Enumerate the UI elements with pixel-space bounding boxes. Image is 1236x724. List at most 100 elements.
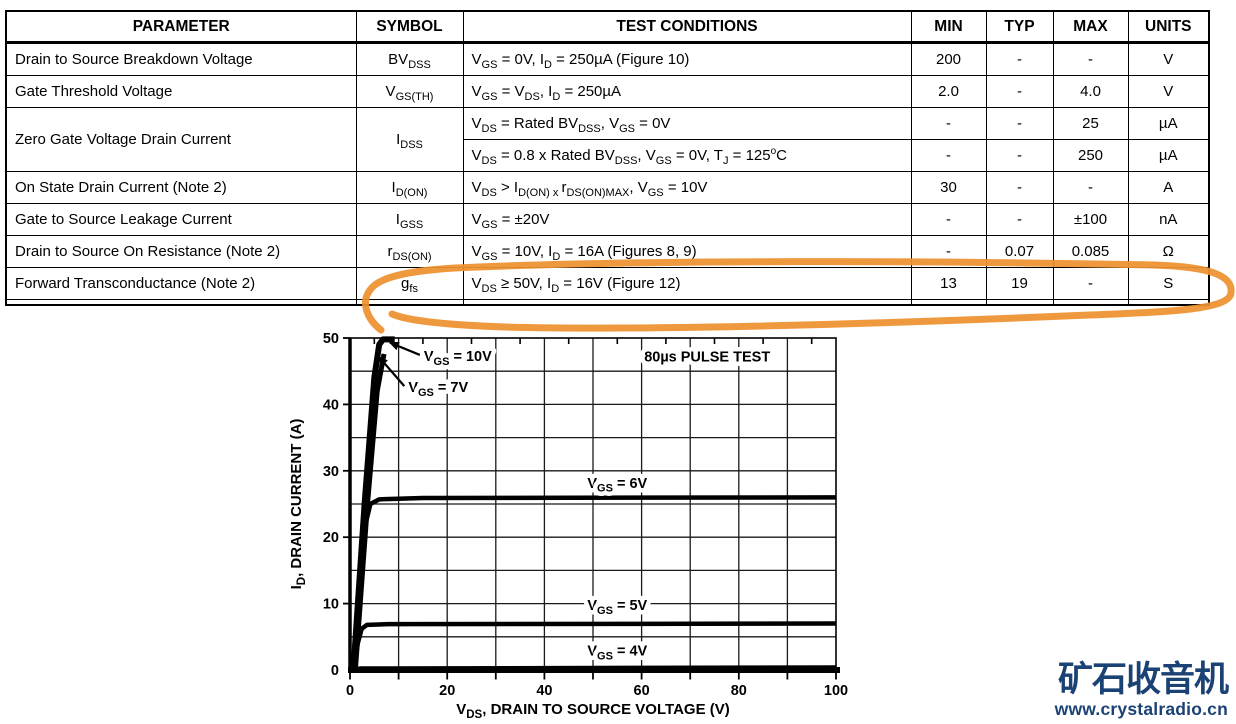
typ-cell: - [985, 203, 1054, 236]
table-header-row: PARAMETER SYMBOL TEST CONDITIONS MIN TYP… [5, 10, 1210, 44]
param-cell: On State Drain Current (Note 2) [5, 171, 357, 204]
label-arrow [388, 341, 421, 356]
curve-label-0: VGS = 10V [424, 349, 492, 368]
symbol-cell: VGS(TH) [355, 75, 464, 108]
units-cell: A [1127, 171, 1210, 204]
min-cell: - [910, 203, 987, 236]
units-cell: V [1127, 42, 1210, 76]
y-tick-label: 50 [323, 331, 339, 347]
x-tick-label: 0 [346, 683, 354, 699]
x-tick-label: 100 [824, 683, 848, 699]
y-tick-label: 10 [323, 597, 339, 613]
curve-label-3: VGS = 5V [587, 598, 647, 617]
max-cell: 25 [1052, 107, 1129, 140]
typ-cell: - [985, 42, 1054, 76]
x-axis-title: VDS, DRAIN TO SOURCE VOLTAGE (V) [456, 701, 730, 721]
min-cell: 30 [910, 171, 987, 204]
typ-cell: - [985, 139, 1054, 172]
symbol-cell: rDS(ON) [355, 235, 464, 268]
table-row: Drain to Source Breakdown Voltage BVDSS … [5, 42, 1210, 76]
conditions-cell: VDS ≥ 50V, ID = 16V (Figure 12) [462, 267, 912, 300]
x-tick-label: 80 [731, 683, 747, 699]
col-header-min: MIN [910, 10, 987, 44]
units-cell: µA [1127, 107, 1210, 140]
conditions-cell: VGS = 0V, ID = 250µA (Figure 10) [462, 42, 912, 76]
symbol-cell: ID(ON) [355, 171, 464, 204]
curve-label-5: 80µs PULSE TEST [644, 350, 770, 366]
col-header-typ: TYP [985, 10, 1054, 44]
max-cell: - [1052, 267, 1129, 300]
curve-series-2 [352, 495, 837, 671]
table-row: Drain to Source On Resistance (Note 2) r… [5, 235, 1210, 268]
output-characteristics-chart: VGS = 10V VGS = 7V VGS = 6V VGS = 5V VGS = 4… [288, 331, 848, 721]
symbol-cell: BVDSS [355, 42, 464, 76]
min-cell: - [910, 139, 987, 172]
curve-series-3 [351, 621, 837, 671]
min-cell: - [910, 235, 987, 268]
symbol-cell: IGSS [355, 203, 464, 236]
watermark-logo-text: 矿石收音机 [1057, 660, 1229, 700]
typ-cell: - [985, 107, 1054, 140]
max-cell: 250 [1052, 139, 1129, 172]
y-tick-label: 20 [323, 530, 339, 546]
y-tick-label: 0 [331, 663, 339, 679]
conditions-cell: VGS = VDS, ID = 250µA [462, 75, 912, 108]
param-cell: Drain to Source Breakdown Voltage [5, 42, 357, 76]
col-header-symbol: SYMBOL [355, 10, 464, 44]
typ-cell: - [985, 75, 1054, 108]
symbol-cell: IDSS [355, 107, 464, 172]
max-cell: 0.085 [1052, 235, 1129, 268]
watermark: 矿石收音机 www.crystalradio.cn [1055, 660, 1229, 720]
units-cell: nA [1127, 203, 1210, 236]
conditions-cell: VDS = Rated BVDSS, VGS = 0V [462, 107, 912, 140]
max-cell: - [1052, 171, 1129, 204]
table-row: On State Drain Current (Note 2) ID(ON) V… [5, 171, 1210, 204]
y-tick-label: 30 [323, 464, 339, 480]
max-cell: 4.0 [1052, 75, 1129, 108]
table-row: Gate Threshold Voltage VGS(TH) VGS = VDS… [5, 75, 1210, 108]
curve-label-2: VGS = 6V [587, 476, 647, 495]
units-cell: S [1127, 267, 1210, 300]
x-tick-label: 60 [634, 683, 650, 699]
param-cell: Gate to Source Leakage Current [5, 203, 357, 236]
min-cell: 13 [910, 267, 987, 300]
typ-cell: - [985, 171, 1054, 204]
x-tick-label: 20 [439, 683, 455, 699]
conditions-cell: VGS = ±20V [462, 203, 912, 236]
typ-cell: 0.07 [985, 235, 1054, 268]
y-tick-label: 40 [323, 397, 339, 413]
max-cell: - [1052, 42, 1129, 76]
col-header-parameter: PARAMETER [5, 10, 357, 44]
label-arrow [377, 355, 406, 387]
symbol-cell: gfs [355, 267, 464, 300]
table-row: Zero Gate Voltage Drain Current IDSS VDS… [5, 107, 1210, 172]
conditions-cell: VDS = 0.8 x Rated BVDSS, VGS = 0V, TJ = … [462, 139, 912, 172]
units-cell: V [1127, 75, 1210, 108]
min-cell: 200 [910, 42, 987, 76]
electrical-characteristics-table: PARAMETER SYMBOL TEST CONDITIONS MIN TYP… [5, 10, 1210, 306]
units-cell: µA [1127, 139, 1210, 172]
col-header-max: MAX [1052, 10, 1129, 44]
curve-label-4: VGS = 4V [587, 644, 647, 663]
table-row-cutoff-sliver [5, 299, 1210, 305]
conditions-cell: VDS > ID(ON) x rDS(ON)MAX, VGS = 10V [462, 171, 912, 204]
param-cell: Gate Threshold Voltage [5, 75, 357, 108]
curve-label-1: VGS = 7V [408, 380, 468, 399]
units-cell: Ω [1127, 235, 1210, 268]
conditions-cell: VGS = 10V, ID = 16A (Figures 8, 9) [462, 235, 912, 268]
x-tick-label: 40 [536, 683, 552, 699]
min-cell: 2.0 [910, 75, 987, 108]
table-row: VDS = 0.8 x Rated BVDSS, VGS = 0V, TJ = … [6, 139, 1210, 172]
param-cell: Forward Transconductance (Note 2) [5, 267, 357, 300]
curve-series-4 [351, 665, 837, 672]
y-axis-title: ID, DRAIN CURRENT (A) [288, 419, 308, 590]
max-cell: ±100 [1052, 203, 1129, 236]
col-header-test-conditions: TEST CONDITIONS [462, 10, 912, 44]
param-cell: Drain to Source On Resistance (Note 2) [5, 235, 357, 268]
col-header-units: UNITS [1127, 10, 1210, 44]
typ-cell: 19 [985, 267, 1054, 300]
param-cell: Zero Gate Voltage Drain Current [5, 107, 357, 172]
min-cell: - [910, 107, 987, 140]
table-row: Gate to Source Leakage Current IGSS VGS … [5, 203, 1210, 236]
